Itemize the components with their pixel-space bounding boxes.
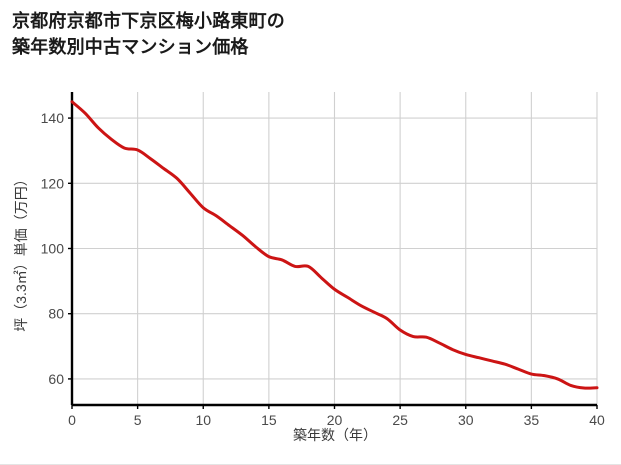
y-tick-label: 120 bbox=[41, 175, 65, 191]
x-tick-label: 20 bbox=[327, 412, 343, 428]
x-axis-tick-labels: 0 5 10 15 20 25 30 35 40 bbox=[68, 412, 605, 428]
price-trend-line bbox=[70, 100, 599, 390]
y-tick-label: 60 bbox=[48, 371, 64, 387]
y-axis-ticks bbox=[68, 117, 72, 380]
x-tick-label: 30 bbox=[458, 412, 474, 428]
page-title: 京都府京都市下京区梅小路東町の 築年数別中古マンション価格 bbox=[12, 11, 285, 57]
x-axis-title: 築年数（年） bbox=[293, 427, 377, 443]
x-tick-label: 25 bbox=[392, 412, 408, 428]
gridlines bbox=[72, 92, 598, 405]
x-tick-label: 5 bbox=[134, 412, 142, 428]
x-tick-label: 10 bbox=[195, 412, 211, 428]
y-axis-tick-labels: 60 80 100 120 140 bbox=[41, 110, 65, 387]
x-tick-label: 35 bbox=[524, 412, 540, 428]
x-axis-ticks bbox=[71, 405, 598, 409]
x-tick-label: 15 bbox=[261, 412, 277, 428]
y-tick-label: 140 bbox=[41, 110, 65, 126]
y-tick-label: 80 bbox=[48, 306, 64, 322]
x-tick-label: 40 bbox=[589, 412, 605, 428]
y-axis-title: 坪（3.3㎡）単価（万円） bbox=[13, 172, 29, 331]
x-tick-label: 0 bbox=[68, 412, 76, 428]
y-tick-label: 100 bbox=[41, 241, 65, 257]
